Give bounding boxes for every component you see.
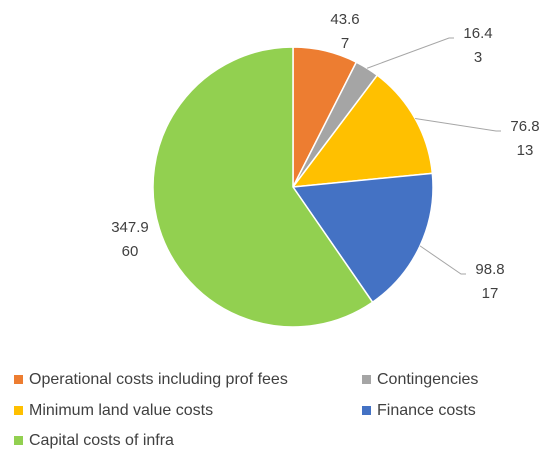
leader-line: [415, 118, 501, 132]
legend-swatch: [362, 406, 371, 415]
legend-swatch: [14, 375, 23, 384]
pie-slice: [152, 46, 374, 328]
legend-label: Finance costs: [377, 402, 476, 419]
percent-label: 13: [517, 142, 534, 159]
leader-line: [419, 245, 466, 275]
legend-label: Operational costs including prof fees: [29, 371, 288, 388]
data-label: 16.4: [463, 25, 492, 42]
data-label: 76.8: [510, 118, 539, 135]
leader-line: [366, 37, 454, 69]
legend-swatch: [362, 375, 371, 384]
legend-swatch: [14, 406, 23, 415]
pie-slice: [291, 74, 434, 188]
legend-swatch: [14, 436, 23, 445]
data-label: 43.6: [330, 11, 359, 28]
percent-label: 17: [482, 285, 499, 302]
percent-label: 60: [122, 243, 139, 260]
data-label: 347.9: [111, 219, 149, 236]
legend-label: Capital costs of infra: [29, 432, 174, 449]
legend-label: Contingencies: [377, 371, 478, 388]
legend-label: Minimum land value costs: [29, 402, 213, 419]
data-label: 98.8: [475, 261, 504, 278]
percent-label: 7: [341, 35, 349, 52]
percent-label: 3: [474, 49, 482, 66]
